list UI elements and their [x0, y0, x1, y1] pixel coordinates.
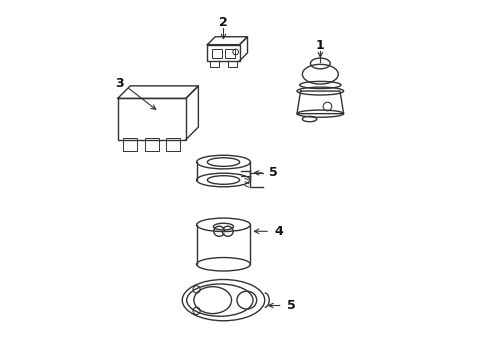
Bar [123, 138, 137, 152]
Bar [225, 49, 235, 58]
Text: 4: 4 [274, 225, 283, 238]
Text: 5: 5 [287, 299, 296, 312]
Text: 5: 5 [270, 166, 278, 179]
Bar [207, 45, 240, 61]
Text: 3: 3 [115, 77, 124, 90]
Text: 1: 1 [316, 39, 325, 52]
Bar [118, 98, 186, 140]
Bar [228, 61, 237, 67]
Bar [210, 61, 219, 67]
Bar [145, 138, 159, 152]
Bar [166, 138, 180, 152]
Text: 2: 2 [219, 16, 228, 29]
Bar [212, 49, 221, 58]
